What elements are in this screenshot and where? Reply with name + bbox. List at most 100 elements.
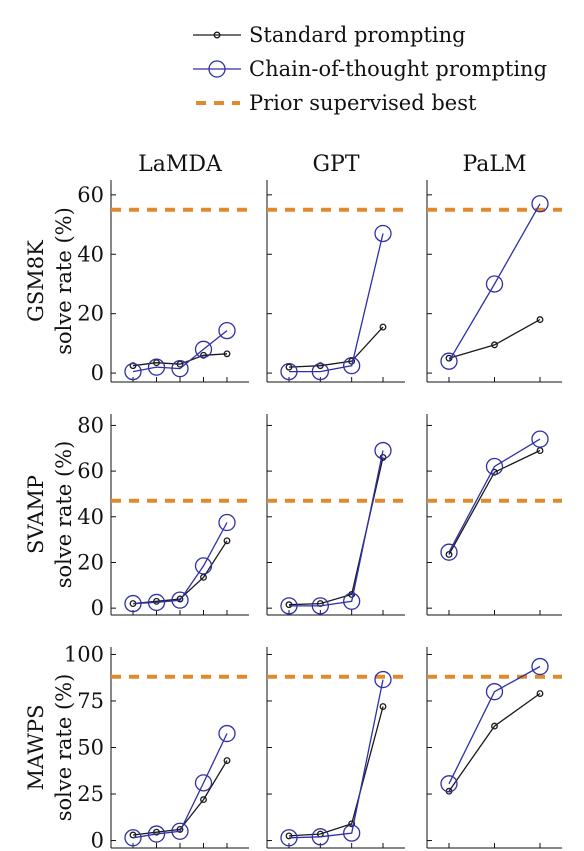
row-label-mawps: MAWPS: [24, 705, 48, 791]
panel-svamp-gpt: [266, 414, 405, 616]
cot-series-line: [448, 203, 541, 362]
legend-label-prior: Prior supervised best: [249, 91, 477, 115]
cot-point: [218, 724, 236, 743]
legend-label-standard: Standard prompting: [249, 23, 466, 47]
cot-point: [280, 829, 298, 847]
row-label-svamp: SVAMP: [24, 475, 48, 554]
standard-point: [379, 703, 387, 711]
cot-point: [194, 557, 213, 575]
cot-point: [311, 362, 329, 381]
cot-point: [147, 593, 166, 612]
panel-mawps-gpt: [266, 647, 405, 849]
cot-point: [194, 774, 213, 792]
cot-point: [311, 597, 329, 615]
standard-point: [176, 825, 184, 833]
cot-point: [485, 683, 504, 701]
y-tick-label: 100: [64, 642, 104, 666]
cot-point: [343, 592, 361, 610]
y-tick-label: 20: [77, 550, 104, 574]
standard-series-line: [132, 540, 228, 605]
cot-series-line: [132, 330, 228, 373]
cot-point: [124, 362, 142, 381]
y-tick-label: 25: [77, 782, 104, 806]
cot-point: [124, 594, 142, 613]
standard-point: [176, 360, 184, 368]
cot-series-line: [448, 438, 541, 553]
cot-point: [147, 825, 166, 843]
cot-point: [311, 828, 329, 846]
y-tick-label: 80: [77, 413, 104, 437]
standard-point: [285, 363, 293, 371]
y-tick-label: 40: [77, 242, 104, 266]
standard-point: [200, 796, 207, 804]
y-tick-label: 75: [77, 689, 104, 713]
y-tick-label: 0: [91, 596, 104, 620]
cot-point: [171, 822, 189, 840]
standard-series-line: [288, 326, 384, 368]
cot-point: [374, 441, 392, 460]
cot-point: [171, 591, 189, 609]
panel-mawps-palm: [426, 647, 562, 849]
cot-point: [218, 513, 236, 532]
legend-marker-standard: [213, 31, 221, 39]
cot-point: [147, 358, 166, 376]
standard-series-line: [448, 449, 541, 555]
column-titles: LaMDA GPT PaLM: [138, 152, 526, 177]
cot-point: [280, 362, 298, 381]
row-label-gsm8k: GSM8K: [24, 240, 48, 322]
cot-point: [485, 457, 504, 476]
cot-point: [440, 775, 458, 793]
standard-point: [491, 341, 498, 349]
panel-svamp-lamda: 0 20 40 60 80: [77, 413, 249, 620]
cot-point: [440, 543, 458, 561]
cot-point: [343, 824, 361, 842]
panel-mawps-lamda: 0 25 50 75 100: [64, 642, 249, 851]
standard-point: [491, 722, 498, 730]
legend-label-cot: Chain-of-thought prompting: [249, 57, 547, 81]
cot-series-line: [132, 733, 228, 839]
cot-point: [440, 352, 458, 370]
cot-point: [280, 597, 298, 615]
cot-series-line: [289, 450, 384, 607]
cot-point: [531, 657, 549, 676]
cot-point: [531, 430, 549, 448]
standard-point: [348, 820, 356, 828]
panel-gsm8k-gpt: [266, 180, 405, 383]
column-title-lamda: LaMDA: [138, 152, 223, 177]
row-ylabel-mawps: solve rate (%): [52, 674, 76, 822]
standard-point: [176, 595, 184, 603]
cot-point: [485, 275, 504, 293]
standard-point: [285, 832, 293, 840]
panel-svamp-palm: [426, 414, 562, 616]
cot-series-line: [288, 679, 384, 839]
legend: Standard prompting Chain-of-thought promp…: [193, 23, 547, 115]
cot-series-line: [448, 665, 541, 785]
legend-marker-cot: [208, 60, 226, 78]
row-labels: GSM8K solve rate (%)SVAMP solve rate (%)MA…: [24, 207, 76, 821]
column-title-gpt: GPT: [312, 152, 359, 177]
legend-item-prior: Prior supervised best: [196, 91, 477, 115]
standard-point: [153, 828, 160, 836]
cot-point: [343, 357, 361, 375]
row-ylabel-gsm8k: solve rate (%): [52, 207, 76, 355]
standard-point: [536, 690, 544, 697]
row-ylabel-svamp: solve rate (%): [52, 441, 76, 589]
panel-gsm8k-palm: [426, 180, 562, 383]
standard-point: [285, 601, 293, 609]
cot-point: [374, 224, 392, 243]
standard-point: [223, 350, 231, 358]
standard-point: [153, 359, 160, 367]
y-tick-label: 40: [77, 505, 104, 529]
cot-point: [171, 359, 189, 378]
legend-item-cot: Chain-of-thought prompting: [193, 57, 547, 81]
standard-series-line: [288, 457, 384, 606]
cot-series-line: [289, 233, 384, 373]
cot-point: [531, 195, 549, 213]
standard-point: [200, 351, 207, 359]
y-tick-label: 0: [91, 829, 104, 851]
standard-series-line: [288, 706, 384, 837]
cot-point: [124, 829, 142, 847]
standard-point: [153, 597, 160, 605]
cot-point: [194, 340, 213, 358]
